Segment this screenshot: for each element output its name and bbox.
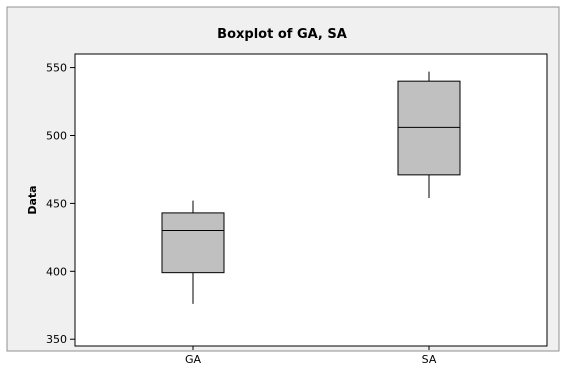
- box-ga: [161, 212, 225, 274]
- y-axis: 350 400 450 500 550: [46, 62, 75, 346]
- plot-area: [74, 53, 548, 347]
- x-tick-label-sa: SA: [422, 353, 437, 366]
- y-axis-label: Data: [26, 185, 39, 214]
- x-tick-label-ga: GA: [185, 353, 202, 366]
- y-tick-label-500: 500: [46, 129, 67, 142]
- box-sa: [397, 80, 461, 176]
- x-axis: GA SA: [185, 346, 437, 366]
- chart-title: Boxplot of GA, SA: [217, 27, 347, 42]
- y-tick-label-350: 350: [46, 333, 67, 346]
- y-tick-label-550: 550: [46, 62, 67, 75]
- boxes-group: [161, 71, 461, 304]
- y-tick-label-450: 450: [46, 197, 67, 210]
- y-tick-label-400: 400: [46, 265, 67, 278]
